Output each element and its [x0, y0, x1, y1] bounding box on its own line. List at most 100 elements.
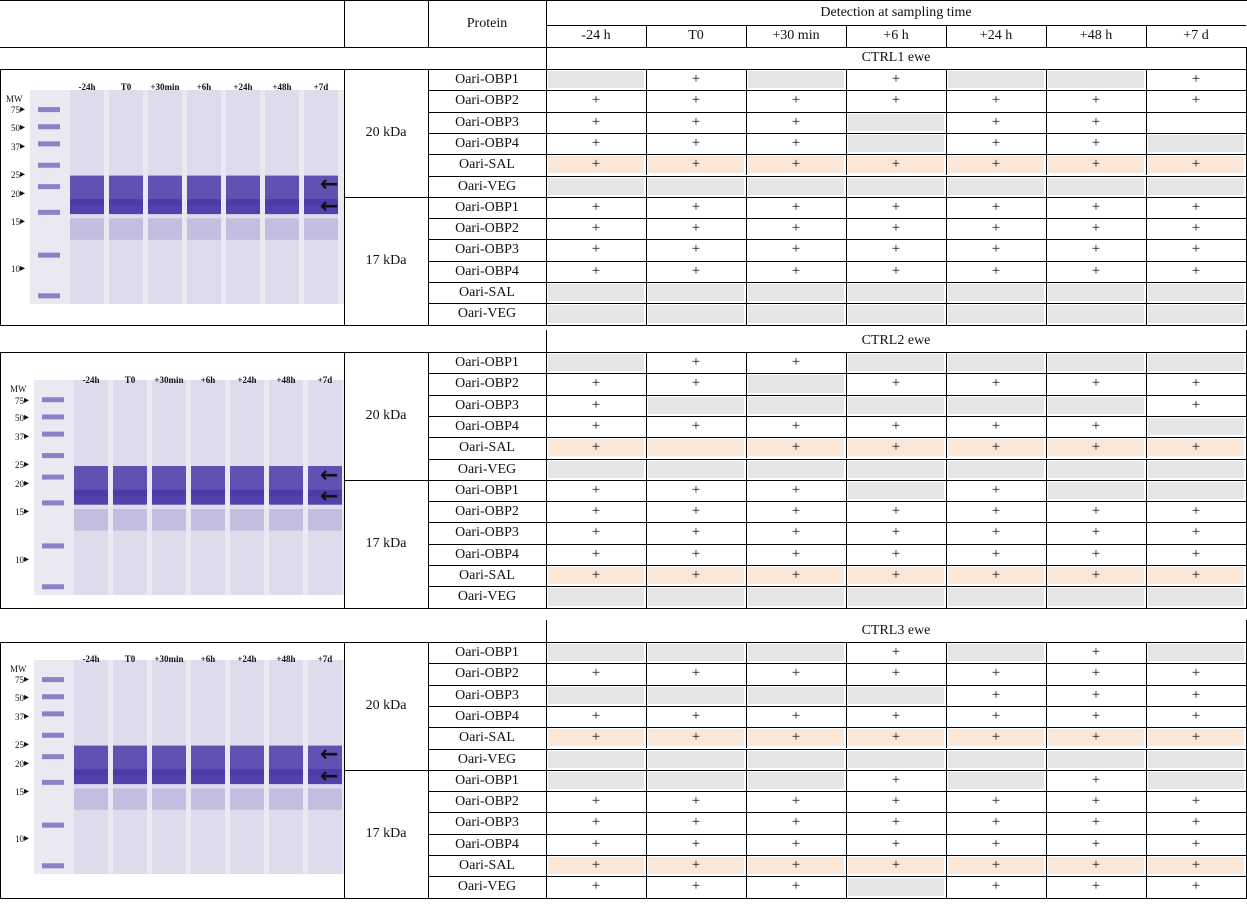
plus-mark: + — [891, 644, 901, 660]
detection-cell: + — [948, 567, 1044, 585]
col-line — [746, 586, 747, 608]
plus-mark: + — [691, 814, 701, 831]
detection-cell: + — [1048, 418, 1144, 435]
detection-cell — [848, 284, 944, 302]
plus-mark: + — [591, 793, 601, 810]
grid-line — [646, 25, 647, 47]
detection-cell: + — [1148, 567, 1244, 585]
detection-cell: + — [648, 708, 744, 725]
col-line — [746, 565, 747, 587]
lane-smear-lower — [269, 788, 303, 810]
col-line — [846, 565, 847, 587]
lane-label: T0 — [124, 654, 136, 664]
protein-name: Oari-SAL — [459, 730, 515, 746]
mw-tick-label: 10 — [15, 833, 24, 844]
plus-mark: + — [891, 793, 901, 810]
plus-mark: + — [1191, 156, 1201, 173]
detection-cell — [748, 750, 844, 768]
detection-cell: + — [848, 92, 944, 109]
detection-cell — [548, 588, 644, 606]
col-line — [1146, 791, 1147, 813]
col-line — [746, 260, 747, 282]
lane-label: +7d — [317, 375, 333, 385]
plus-mark: + — [991, 113, 1001, 130]
plus-mark: + — [1091, 156, 1101, 173]
detection-cell — [848, 305, 944, 323]
detection-cell: + — [648, 241, 744, 258]
detection-cell: + — [1148, 503, 1244, 520]
plus-mark: + — [691, 503, 701, 520]
detection-cell: + — [548, 92, 644, 109]
col-line — [846, 352, 847, 374]
plus-mark: + — [991, 481, 1001, 498]
detection-cell: + — [548, 375, 644, 392]
grid-line — [0, 352, 1247, 353]
grid-line — [846, 25, 847, 47]
row-line — [428, 303, 1246, 305]
plus-mark: + — [1191, 220, 1201, 237]
lane-smear-lower — [230, 509, 264, 531]
group-divider — [344, 769, 1246, 771]
section-title-1: CTRL2 ewe — [861, 333, 931, 348]
plus-mark: + — [691, 354, 701, 370]
time-header-3: +6 h — [883, 28, 909, 43]
detection-cell: + — [848, 857, 944, 875]
detection-cell: + — [548, 114, 644, 131]
lane-smear-lower — [74, 509, 108, 531]
band-17kda — [187, 199, 221, 215]
section-bottom — [0, 607, 1247, 609]
plus-mark: + — [1191, 835, 1201, 852]
detection-cell — [1048, 71, 1144, 89]
band-17kda — [152, 489, 186, 505]
row-line — [428, 394, 1246, 396]
plus-mark: + — [691, 545, 701, 562]
col-line — [846, 69, 847, 91]
col-line — [946, 352, 947, 374]
plus-mark: + — [891, 707, 901, 724]
col-line — [1046, 727, 1047, 749]
detection-cell: + — [1148, 814, 1244, 831]
detection-cell — [548, 177, 644, 195]
col-line — [1046, 705, 1047, 728]
plus-mark: + — [591, 567, 601, 583]
plus-mark: + — [1091, 686, 1101, 703]
col-line — [946, 90, 947, 112]
col-line — [1046, 812, 1047, 834]
detection-cell: + — [1048, 793, 1144, 810]
plus-mark: + — [691, 524, 701, 541]
detection-cell: + — [748, 524, 844, 541]
detection-cell: + — [848, 729, 944, 747]
col-line — [646, 373, 647, 395]
plus-mark: + — [1091, 262, 1101, 279]
plus-mark: + — [991, 92, 1001, 109]
col-line — [646, 684, 647, 706]
col-line — [1146, 415, 1147, 438]
col-line — [646, 239, 647, 261]
lane-smear-lower — [109, 218, 143, 240]
ladder-band — [42, 474, 64, 480]
col-line — [846, 769, 847, 792]
detection-cell: + — [548, 397, 644, 414]
detection-cell: + — [848, 418, 944, 435]
col-line — [946, 132, 947, 155]
plus-mark: + — [1091, 545, 1101, 562]
detection-cell — [548, 284, 644, 302]
col-line — [1146, 282, 1147, 304]
detection-cell: + — [748, 114, 844, 131]
ladder-band — [38, 184, 60, 190]
detection-cell — [848, 686, 944, 704]
col-line — [746, 876, 747, 898]
ladder-band — [42, 414, 64, 420]
ladder-band — [42, 754, 64, 760]
plus-mark: + — [791, 481, 801, 498]
plus-mark: + — [591, 503, 601, 520]
col-line — [946, 565, 947, 587]
detection-cell: + — [748, 567, 844, 585]
plus-mark: + — [591, 156, 601, 173]
detection-cell: + — [548, 836, 644, 853]
plus-mark: + — [791, 220, 801, 237]
row-line — [428, 791, 1246, 793]
mw-tick-label: 37 — [15, 432, 24, 443]
detection-cell: + — [1048, 524, 1144, 541]
plus-mark: + — [791, 198, 801, 215]
